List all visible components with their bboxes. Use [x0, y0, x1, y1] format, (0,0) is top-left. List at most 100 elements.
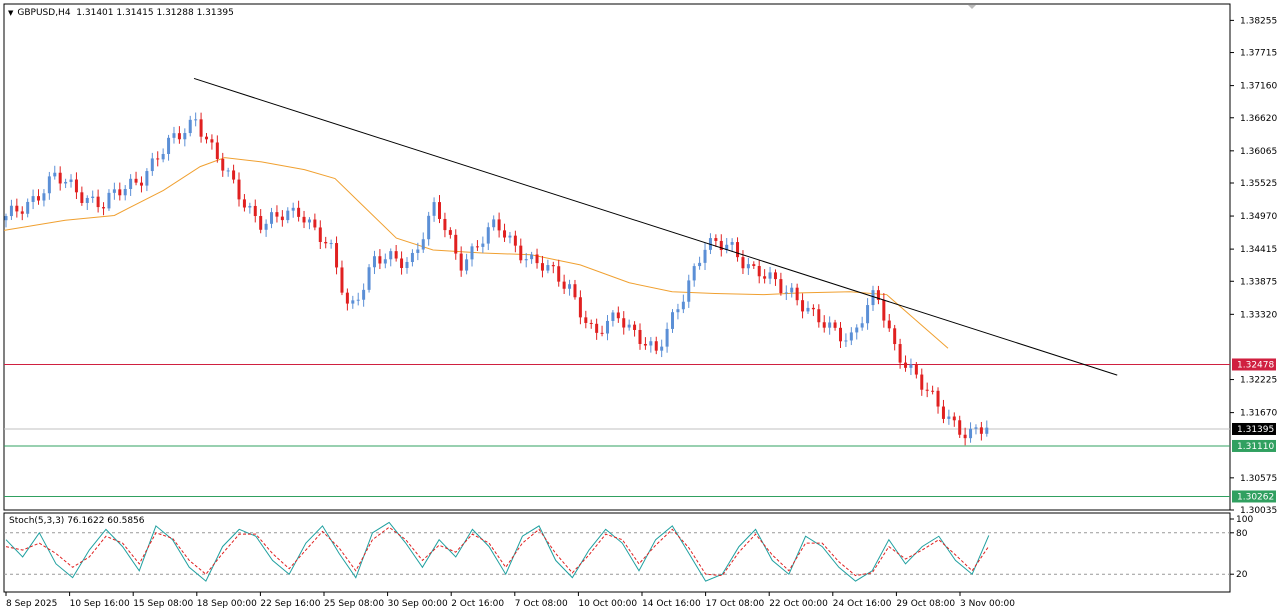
candle-body: [253, 205, 257, 217]
time-tick-label: 10 Sep 16:00: [70, 599, 130, 609]
candle-body: [427, 215, 431, 240]
candle-body: [584, 317, 588, 323]
candle-body: [221, 158, 225, 171]
candle-body: [671, 312, 675, 329]
price-tick-label: 1.35525: [1240, 179, 1277, 189]
candle-body: [649, 341, 653, 346]
candle-body: [736, 242, 740, 258]
candle-body: [654, 341, 658, 351]
candle-body: [730, 242, 734, 245]
price-tick-label: 1.36065: [1240, 147, 1277, 157]
candle-body: [4, 216, 8, 221]
candle-body: [535, 254, 539, 264]
candle-body: [492, 219, 496, 228]
candle-body: [752, 264, 756, 266]
candle-body: [248, 205, 252, 208]
candle-body: [763, 276, 767, 279]
candle-body: [833, 322, 837, 328]
candle-body: [475, 246, 479, 248]
candle-body: [150, 158, 154, 172]
candle-body: [508, 235, 512, 238]
candle-body: [438, 202, 442, 219]
candle-body: [860, 323, 864, 328]
candle-body: [183, 133, 187, 140]
candle-body: [811, 307, 815, 310]
low-value: 1.31288: [156, 8, 194, 18]
candle-body: [410, 252, 414, 262]
price-tick-label: 1.34415: [1240, 245, 1277, 255]
price-tick-label: 1.31670: [1240, 409, 1277, 419]
candle-body: [703, 249, 707, 263]
candle-body: [687, 280, 691, 302]
candle-body: [985, 427, 989, 434]
candle-body: [351, 300, 355, 304]
candle-body: [459, 253, 463, 271]
candle-body: [275, 212, 279, 217]
candle-body: [676, 309, 680, 313]
candle-body: [838, 327, 842, 342]
candle-body: [692, 266, 696, 281]
time-tick-label: 24 Oct 16:00: [833, 599, 892, 609]
candle-body: [470, 246, 474, 260]
candle-body: [367, 267, 371, 290]
candle-body: [931, 390, 935, 392]
candle-body: [963, 434, 967, 439]
high-value: 1.31415: [116, 8, 154, 18]
candle-body: [925, 389, 929, 391]
candle-body: [611, 312, 615, 321]
price-tick-label: 1.32225: [1240, 376, 1277, 386]
candle-body: [757, 265, 761, 277]
candle-body: [383, 259, 387, 264]
candle-body: [795, 287, 799, 301]
candle-body: [242, 199, 246, 208]
candle-body: [156, 158, 160, 160]
time-tick-label: 17 Oct 08:00: [706, 599, 765, 609]
candle-body: [204, 136, 208, 140]
main-chart-frame: [3, 3, 1231, 511]
candle-body: [421, 239, 425, 250]
candle-body: [887, 320, 891, 329]
candle-body: [849, 332, 853, 341]
candle-body: [546, 265, 550, 271]
candle-body: [952, 416, 956, 421]
candle-body: [882, 299, 886, 321]
candle-body: [324, 241, 328, 244]
time-tick-label: 18 Sep 00:00: [197, 599, 257, 609]
candle-body: [362, 289, 366, 300]
candle-body: [129, 178, 133, 190]
candle-body: [416, 249, 420, 253]
stoch-signal-value: 60.5856: [107, 516, 145, 526]
candle-body: [74, 179, 78, 193]
candle-body: [172, 133, 176, 138]
stoch-tick-label: 100: [1236, 515, 1253, 525]
hline-label-box: [1232, 439, 1276, 452]
stoch-tick-label: 20: [1236, 570, 1248, 580]
candle-body: [123, 189, 127, 196]
candle-body: [665, 328, 669, 347]
candle-body: [69, 179, 73, 182]
candle-body: [595, 323, 599, 333]
dropdown-arrow-icon[interactable]: ▼: [8, 9, 14, 17]
candle-body: [497, 219, 501, 231]
price-tick-label: 1.37715: [1240, 49, 1277, 59]
candle-body: [307, 219, 311, 223]
candle-body: [199, 119, 203, 137]
stoch-main-value: 76.1622: [67, 516, 105, 526]
stoch-signal-line: [5, 526, 990, 577]
candle-body: [936, 390, 940, 407]
candle-body: [589, 322, 593, 324]
symbol-info: ▼ GBPUSD,H4 1.31401 1.31415 1.31288 1.313…: [8, 8, 234, 18]
candle-body: [773, 272, 777, 280]
time-tick-label: 10 Oct 00:00: [578, 599, 637, 609]
candle-body: [232, 170, 236, 180]
candle-body: [920, 374, 924, 390]
candle-body: [167, 137, 171, 154]
candle-body: [188, 119, 192, 134]
time-tick-label: 22 Sep 16:00: [260, 599, 320, 609]
candle-body: [876, 290, 880, 300]
time-tick-label: 30 Sep 00:00: [388, 599, 448, 609]
candle-body: [372, 256, 376, 268]
candle-body: [177, 133, 181, 140]
candle-body: [405, 261, 409, 268]
candle-body: [698, 262, 702, 267]
